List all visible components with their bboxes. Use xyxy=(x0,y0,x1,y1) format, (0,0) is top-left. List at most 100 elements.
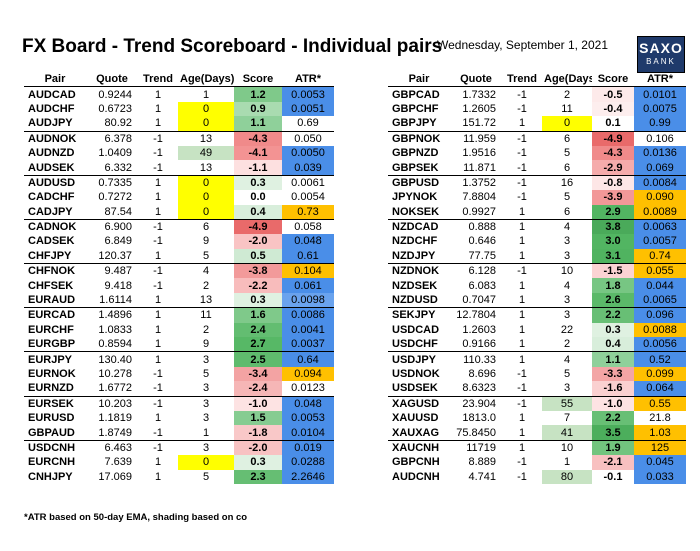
pair-cell: AUDNZD xyxy=(28,147,75,160)
score-cell: 2.3 xyxy=(234,469,282,484)
age-days-cell: 0 xyxy=(178,174,234,191)
age-days-cell: 9 xyxy=(202,235,210,248)
score-cell: 3.8 xyxy=(592,218,634,235)
atr-cell: 0.99 xyxy=(634,116,686,132)
table-row: CADJPY 87.54 1 0 0.4 0.73 xyxy=(24,204,334,220)
atr-cell: 0.52 xyxy=(634,351,686,367)
age-days-cell: 13 xyxy=(178,130,234,146)
atr-cell: 0.045 xyxy=(634,455,686,470)
trend-cell: -1 xyxy=(153,382,163,395)
quote-cell: 7.639 xyxy=(104,456,132,469)
quote-cell: 120.37 xyxy=(98,249,132,262)
table-row: CADCHF 0.7272 1 0 0.0 0.0054 xyxy=(24,190,334,205)
table-row: CADNOK 6.900 -1 6 -4.9 0.058 xyxy=(24,218,334,235)
age-days-cell: 16 xyxy=(542,174,592,191)
table-row: NZDUSD 0.7047 1 3 2.6 0.0065 xyxy=(388,292,686,308)
quote-cell: 1.3752 xyxy=(450,174,502,191)
score-cell: -1.0 xyxy=(234,395,282,411)
age-days-cell: 80 xyxy=(542,469,592,484)
quote-cell: 1.7332 xyxy=(462,88,496,101)
score-cell: 1.6 xyxy=(234,307,282,323)
score-cell: 2.2 xyxy=(592,307,634,323)
table-row: CHFJPY 120.37 1 5 0.5 0.61 xyxy=(24,248,334,264)
pair-cell: CHFNOK xyxy=(24,263,86,279)
age-days-cell: 5 xyxy=(563,368,571,380)
quote-cell: 1813.0 xyxy=(462,412,496,425)
pair-cell: SEKJPY xyxy=(388,307,450,323)
quote-cell: 6.900 xyxy=(86,218,138,235)
table-row: XAUUSD 1813.0 1 7 2.2 21.8 xyxy=(388,410,686,426)
score-cell: 2.7 xyxy=(234,337,282,352)
atr-cell: 0.0089 xyxy=(634,204,686,220)
age-days-cell: 9 xyxy=(202,338,210,351)
quote-cell: 8.696 xyxy=(468,368,496,380)
trend-cell: 1 xyxy=(518,249,526,262)
atr-cell: 0.0065 xyxy=(634,292,686,308)
age-days-cell: 5 xyxy=(202,249,210,262)
atr-cell: 0.050 xyxy=(282,130,334,146)
pair-cell: GBPSEK xyxy=(392,161,439,174)
table-row: AUDCHF 0.6723 1 0 0.9 0.0051 xyxy=(24,101,334,117)
atr-cell: 0.039 xyxy=(282,160,334,176)
pair-cell: XAUUSD xyxy=(392,412,439,425)
trend-cell: -1 xyxy=(138,263,178,279)
trend-cell: -1 xyxy=(138,218,178,235)
pair-cell: JPYNOK xyxy=(392,191,438,204)
score-cell: 3.0 xyxy=(592,234,634,249)
pair-cell: XAUCNH xyxy=(388,439,450,456)
atr-cell: 0.0053 xyxy=(282,86,334,102)
atr-cell: 0.0288 xyxy=(282,455,334,470)
score-cell: 2.5 xyxy=(234,351,282,367)
quote-cell: 1.0409 xyxy=(98,147,132,160)
pair-cell: GBPCAD xyxy=(392,88,440,101)
column-header-quote: Quote xyxy=(86,72,138,88)
quote-cell: 1.8749 xyxy=(98,426,132,439)
score-cell: -3.4 xyxy=(234,366,282,382)
trend-cell: -1 xyxy=(517,368,527,380)
atr-cell: 0.099 xyxy=(634,366,686,382)
score-cell: 0.4 xyxy=(234,204,282,220)
age-days-cell: 0 xyxy=(178,455,234,470)
age-days-cell: 1 xyxy=(202,426,210,439)
score-cell: 2.4 xyxy=(234,322,282,338)
quote-cell: 23.904 xyxy=(450,395,502,411)
age-days-cell: 0 xyxy=(178,116,234,132)
pair-cell: CADJPY xyxy=(28,205,73,218)
table-row: EURNZD 1.6772 -1 3 -2.4 0.0123 xyxy=(24,381,334,397)
atr-cell: 0.0136 xyxy=(634,145,686,161)
quote-cell: 1.1819 xyxy=(98,412,132,425)
trend-cell: 1 xyxy=(502,351,542,367)
atr-cell: 0.0104 xyxy=(282,425,334,441)
score-cell: -4.9 xyxy=(592,130,634,146)
atr-cell: 0.0098 xyxy=(282,292,334,308)
table-row: AUDJPY 80.92 1 0 1.1 0.69 xyxy=(24,116,334,132)
pair-cell: GBPCNH xyxy=(392,456,440,469)
trend-cell: -1 xyxy=(517,191,527,204)
atr-cell: 0.0053 xyxy=(282,410,334,426)
trend-cell: -1 xyxy=(517,382,527,395)
pair-cell: EURUSD xyxy=(28,412,75,425)
pair-cell: AUDUSD xyxy=(24,174,86,191)
score-cell: 1.9 xyxy=(592,439,634,456)
trend-cell: -1 xyxy=(517,147,527,160)
pair-cell: GBPCHF xyxy=(392,102,439,115)
trend-cell: 1 xyxy=(154,117,162,130)
age-days-cell: 6 xyxy=(563,205,571,218)
table-row: USDNOK 8.696 -1 5 -3.3 0.099 xyxy=(388,366,686,382)
age-days-cell: 6 xyxy=(178,218,234,235)
quote-cell: 10.203 xyxy=(86,395,138,411)
table-row: USDSEK 8.6323 -1 3 -1.6 0.064 xyxy=(388,381,686,397)
pair-cell: USDCHF xyxy=(392,338,438,351)
trend-cell: 1 xyxy=(502,218,542,235)
atr-cell: 0.0086 xyxy=(282,307,334,323)
score-cell: -4.3 xyxy=(234,130,282,146)
table-row: NOKSEK 0.9927 1 6 2.9 0.0089 xyxy=(388,204,686,220)
pair-cell: NZDJPY xyxy=(392,249,436,262)
table-row: AUDSEK 6.332 -1 13 -1.1 0.039 xyxy=(24,160,334,176)
trend-cell: -1 xyxy=(138,130,178,146)
age-days-cell: 0 xyxy=(178,190,234,205)
age-days-cell: 3 xyxy=(178,439,234,456)
trend-cell: 1 xyxy=(518,235,526,248)
score-cell: -2.9 xyxy=(592,160,634,176)
trend-cell: 1 xyxy=(518,117,526,130)
